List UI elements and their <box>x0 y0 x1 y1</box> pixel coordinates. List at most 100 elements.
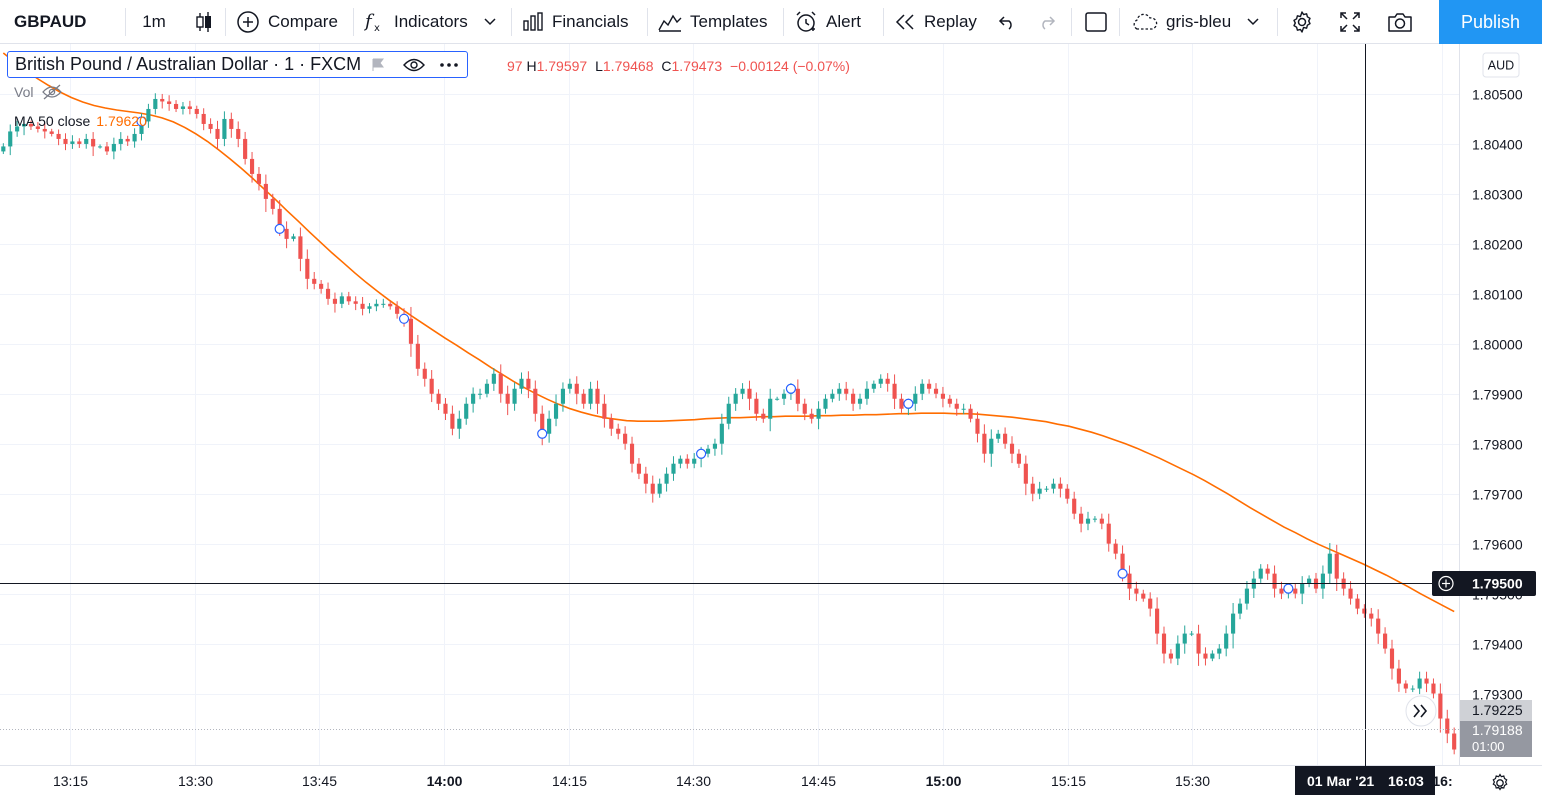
candle <box>21 117 27 136</box>
crosshair-price-text: 1.79500 <box>1472 576 1523 592</box>
candle-body <box>1196 633 1201 654</box>
candle-body <box>733 393 738 404</box>
candle-body <box>540 413 545 434</box>
candle <box>1244 581 1249 610</box>
ma-value: 1.79620 <box>96 113 147 129</box>
candle <box>719 413 724 455</box>
candle <box>173 100 179 113</box>
candle <box>464 397 469 425</box>
candle-body <box>740 388 745 394</box>
candle <box>1231 603 1236 649</box>
ohlc-close-value: 1.79473 <box>671 58 723 74</box>
chart-type-button[interactable] <box>182 0 226 44</box>
price-axis[interactable]: 1.80500 1.80400 1.80300 1.80200 1.80100 1.800… <box>1459 44 1542 766</box>
add-alert-icon[interactable] <box>1438 575 1454 592</box>
candle-body <box>678 458 683 464</box>
candle-body <box>256 173 262 184</box>
candle <box>602 394 607 428</box>
alert-button[interactable]: Alert <box>784 0 884 44</box>
replay-button[interactable]: Replay <box>884 0 988 44</box>
legend-symbol-title[interactable]: British Pound / Australian Dollar · 1 · … <box>7 51 469 78</box>
candle <box>1307 575 1312 588</box>
candle-body <box>408 318 414 344</box>
interval-button[interactable]: 1m <box>126 0 182 44</box>
eye-hidden-icon[interactable] <box>41 84 63 100</box>
candle-body <box>491 373 496 384</box>
ohlc-high-label: H <box>526 58 537 74</box>
candle <box>1410 685 1415 693</box>
chevron-down-icon <box>484 17 496 26</box>
financials-button[interactable]: Financials <box>512 0 648 44</box>
crosshair-time-label: 01 Mar '21 16:03 <box>1295 766 1435 795</box>
crosshair-time-text: 16:03 <box>1388 773 1424 789</box>
time-axis[interactable]: 13:15 13:30 13:45 14:00 14:15 14:30 14:45 15:00… <box>0 765 1542 795</box>
compare-button[interactable]: Compare <box>226 0 354 44</box>
candle-body <box>339 296 344 304</box>
undo-button[interactable] <box>988 0 1024 44</box>
candle <box>56 129 61 146</box>
camera-icon <box>1387 11 1413 33</box>
flag-icon[interactable] <box>371 58 385 72</box>
candle <box>678 455 683 469</box>
axis-settings-button[interactable] <box>1492 773 1508 791</box>
legend-moving-average[interactable]: MA 50 close 1.79620 <box>14 113 147 129</box>
settings-button[interactable] <box>1278 0 1326 44</box>
templates-button[interactable]: Templates <box>648 0 784 44</box>
candle <box>947 394 952 408</box>
candle-body <box>360 303 365 309</box>
candle-body <box>1058 483 1063 489</box>
candle <box>1424 671 1429 693</box>
more-icon[interactable] <box>439 62 459 68</box>
candle <box>1189 630 1194 637</box>
candle <box>685 454 690 469</box>
candle-body <box>464 403 469 419</box>
candle <box>8 124 13 156</box>
candle <box>1396 659 1401 692</box>
candle <box>975 411 980 443</box>
candle <box>1161 626 1167 664</box>
legend-volume[interactable]: Vol <box>14 84 63 100</box>
time-tick-label: 13:15 <box>53 773 88 789</box>
fullscreen-button[interactable] <box>1326 0 1374 44</box>
event-marker <box>1283 583 1294 594</box>
candle <box>146 103 151 128</box>
currency-badge[interactable] <box>1482 52 1520 78</box>
candle-body <box>443 403 448 414</box>
candle <box>498 364 503 403</box>
candle <box>740 383 745 400</box>
layout-menu-button[interactable]: gris-bleu <box>1120 0 1278 44</box>
symbol-search-button[interactable]: GBPAUD <box>0 0 126 44</box>
candle-body <box>332 298 338 304</box>
candle-body <box>291 236 296 239</box>
snapshot-button[interactable] <box>1374 0 1426 44</box>
price-tick-label: 1.80100 <box>1472 287 1523 303</box>
price-tick-label: 1.79800 <box>1472 437 1523 453</box>
candle <box>802 398 807 421</box>
candle-body <box>616 428 621 434</box>
scroll-to-realtime-button[interactable] <box>1405 695 1437 727</box>
candle-body <box>1016 453 1021 464</box>
eye-icon[interactable] <box>403 58 426 72</box>
candle <box>332 292 338 313</box>
candle <box>927 379 932 394</box>
candle-body <box>173 103 179 109</box>
candle-body <box>388 303 393 307</box>
candle <box>1023 455 1028 496</box>
fullscreen-layout-button[interactable] <box>1072 0 1120 44</box>
candle-body <box>781 393 787 399</box>
crosshair-date-text: 01 Mar '21 <box>1307 773 1374 789</box>
candle-body <box>35 126 40 129</box>
candle <box>1182 625 1187 654</box>
candle <box>878 374 883 388</box>
candle-body <box>1120 553 1125 574</box>
candle-body <box>139 121 144 134</box>
publish-button[interactable]: Publish <box>1439 0 1542 44</box>
candle-body <box>1327 553 1332 574</box>
candle-body <box>1175 643 1180 659</box>
ohlc-low-label: L <box>595 58 603 74</box>
candle-body <box>1307 578 1312 584</box>
redo-button[interactable] <box>1024 0 1072 44</box>
